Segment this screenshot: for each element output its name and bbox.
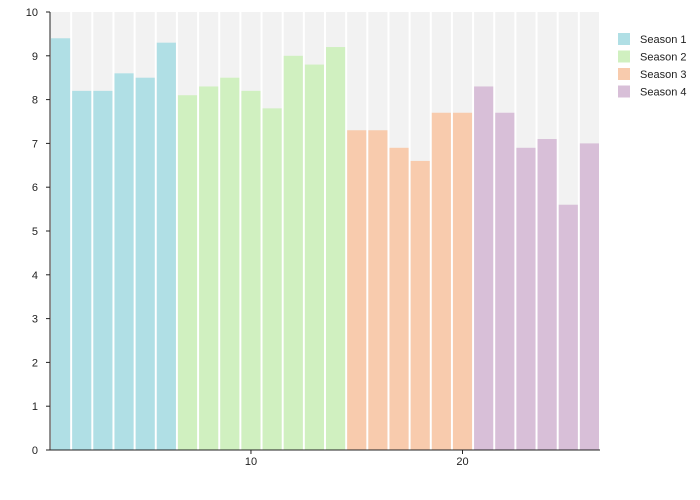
y-tick-label: 10 (26, 7, 38, 19)
bar (220, 77, 240, 450)
bars-group (51, 12, 601, 451)
y-tick-label: 0 (32, 445, 38, 457)
bar (452, 112, 473, 451)
x-tick-label: 10 (245, 456, 257, 468)
bar (72, 90, 92, 450)
bar (304, 64, 324, 450)
y-tick-label: 6 (32, 182, 38, 194)
bar (389, 147, 409, 450)
y-tick-label: 3 (32, 314, 38, 326)
legend-swatch (618, 85, 630, 98)
legend-label: Season 3 (640, 69, 686, 81)
y-tick-label: 2 (32, 357, 38, 369)
legend-label: Season 1 (640, 34, 686, 46)
x-tick-label: 20 (456, 456, 468, 468)
bar (326, 47, 346, 450)
bar (495, 112, 515, 451)
bar (262, 108, 282, 451)
y-tick-label: 7 (32, 138, 38, 150)
y-tick-label: 8 (32, 95, 38, 107)
bar (474, 86, 494, 451)
legend-label: Season 4 (640, 87, 686, 99)
bar (558, 204, 578, 450)
legend-swatch (618, 33, 630, 45)
bar (368, 130, 388, 450)
y-tick-label: 4 (32, 270, 38, 282)
bar (431, 112, 451, 451)
bar (241, 90, 261, 450)
bar (579, 143, 599, 450)
legend-swatch (618, 68, 630, 80)
bar (51, 38, 71, 450)
bar (283, 55, 303, 451)
legend: Season 1 Season 2 Season 3 Season 4 (618, 33, 686, 99)
legend-swatch (618, 50, 630, 63)
bar (199, 86, 219, 451)
bar (114, 73, 134, 450)
bar (537, 139, 557, 450)
bar (177, 95, 198, 450)
y-tick-label: 1 (32, 401, 38, 413)
bar (156, 42, 176, 450)
bar (93, 90, 113, 450)
axes-group: 0 1 2 3 4 5 6 7 8 9 10 10 20 (26, 7, 600, 468)
bar (135, 77, 155, 450)
y-tick-label: 9 (32, 51, 38, 63)
legend-label: Season 2 (640, 52, 686, 64)
bar (410, 160, 430, 451)
bar (516, 147, 536, 450)
y-tick-label: 5 (32, 226, 38, 238)
bar (347, 130, 367, 450)
